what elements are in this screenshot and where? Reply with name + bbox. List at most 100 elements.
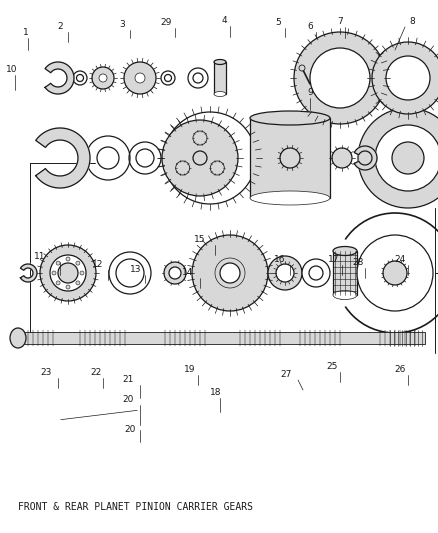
Text: 16: 16 (274, 255, 286, 264)
Ellipse shape (135, 73, 145, 83)
Ellipse shape (164, 262, 186, 284)
Text: 8: 8 (409, 17, 415, 26)
Ellipse shape (302, 259, 330, 287)
Ellipse shape (299, 65, 305, 71)
Ellipse shape (188, 68, 208, 88)
Text: 13: 13 (130, 265, 142, 274)
Ellipse shape (386, 56, 430, 100)
Ellipse shape (383, 261, 407, 285)
Text: 10: 10 (6, 65, 18, 74)
Ellipse shape (372, 42, 438, 114)
Text: 7: 7 (337, 17, 343, 26)
Bar (214, 62, 226, 94)
Text: 2: 2 (57, 22, 63, 31)
Text: FRONT & REAR PLANET PINION CARRIER GEARS: FRONT & REAR PLANET PINION CARRIER GEARS (18, 502, 253, 512)
Ellipse shape (77, 75, 84, 82)
Ellipse shape (52, 165, 60, 173)
Ellipse shape (280, 148, 300, 168)
Ellipse shape (176, 161, 190, 175)
Ellipse shape (10, 328, 26, 348)
Text: 25: 25 (326, 362, 338, 371)
Bar (333, 251, 357, 295)
Text: 29: 29 (160, 18, 172, 27)
Ellipse shape (99, 74, 107, 82)
Text: 11: 11 (34, 252, 46, 261)
Text: 12: 12 (92, 260, 104, 269)
Ellipse shape (73, 71, 87, 85)
Ellipse shape (332, 148, 352, 168)
Ellipse shape (294, 32, 386, 124)
Bar (250, 118, 330, 198)
Ellipse shape (335, 213, 438, 333)
Ellipse shape (250, 191, 330, 205)
Text: 20: 20 (122, 395, 134, 404)
Ellipse shape (56, 261, 60, 265)
Ellipse shape (276, 264, 294, 282)
Ellipse shape (66, 285, 70, 289)
Ellipse shape (40, 245, 96, 301)
Ellipse shape (169, 267, 181, 279)
Text: 19: 19 (184, 365, 196, 374)
Ellipse shape (309, 266, 323, 280)
Polygon shape (36, 128, 90, 188)
Ellipse shape (52, 143, 60, 151)
Ellipse shape (392, 142, 424, 174)
Ellipse shape (220, 263, 240, 283)
Text: 22: 22 (90, 368, 102, 377)
Ellipse shape (76, 281, 80, 285)
Polygon shape (21, 264, 37, 282)
Ellipse shape (44, 154, 52, 162)
Ellipse shape (56, 281, 60, 285)
Ellipse shape (80, 271, 84, 275)
Ellipse shape (92, 67, 114, 89)
Ellipse shape (192, 235, 268, 311)
Ellipse shape (193, 131, 207, 145)
Ellipse shape (58, 263, 78, 283)
Text: 18: 18 (210, 388, 222, 397)
Text: 9: 9 (307, 88, 313, 97)
Text: 14: 14 (182, 268, 194, 277)
Text: 28: 28 (352, 258, 364, 267)
Ellipse shape (124, 62, 156, 94)
Text: 23: 23 (40, 368, 52, 377)
Ellipse shape (50, 255, 86, 291)
Ellipse shape (250, 111, 330, 125)
Ellipse shape (210, 161, 224, 175)
Text: 3: 3 (119, 20, 125, 29)
Ellipse shape (136, 149, 154, 167)
Ellipse shape (333, 290, 357, 300)
Text: 20: 20 (124, 425, 136, 434)
Bar (15, 332, 425, 344)
Ellipse shape (76, 261, 80, 265)
Ellipse shape (97, 147, 119, 169)
Ellipse shape (338, 299, 348, 307)
Text: 15: 15 (194, 235, 206, 244)
Ellipse shape (375, 125, 438, 191)
Ellipse shape (338, 239, 348, 247)
Text: 21: 21 (122, 375, 134, 384)
Ellipse shape (165, 75, 172, 82)
Text: 24: 24 (394, 255, 406, 264)
Ellipse shape (268, 256, 302, 290)
Text: 17: 17 (328, 255, 340, 264)
Text: 5: 5 (275, 18, 281, 27)
Text: 1: 1 (23, 28, 29, 37)
Text: 26: 26 (394, 365, 406, 374)
Ellipse shape (310, 48, 370, 108)
Ellipse shape (357, 235, 433, 311)
Polygon shape (354, 146, 377, 170)
Ellipse shape (116, 259, 144, 287)
Ellipse shape (333, 246, 357, 255)
Ellipse shape (66, 257, 70, 261)
Ellipse shape (161, 71, 175, 85)
Ellipse shape (193, 73, 203, 83)
Text: 4: 4 (221, 16, 227, 25)
Ellipse shape (214, 60, 226, 64)
Ellipse shape (214, 92, 226, 96)
Ellipse shape (162, 120, 238, 196)
Ellipse shape (358, 108, 438, 208)
Ellipse shape (86, 136, 130, 180)
Ellipse shape (193, 151, 207, 165)
Text: 27: 27 (280, 370, 292, 379)
Text: 6: 6 (307, 22, 313, 31)
